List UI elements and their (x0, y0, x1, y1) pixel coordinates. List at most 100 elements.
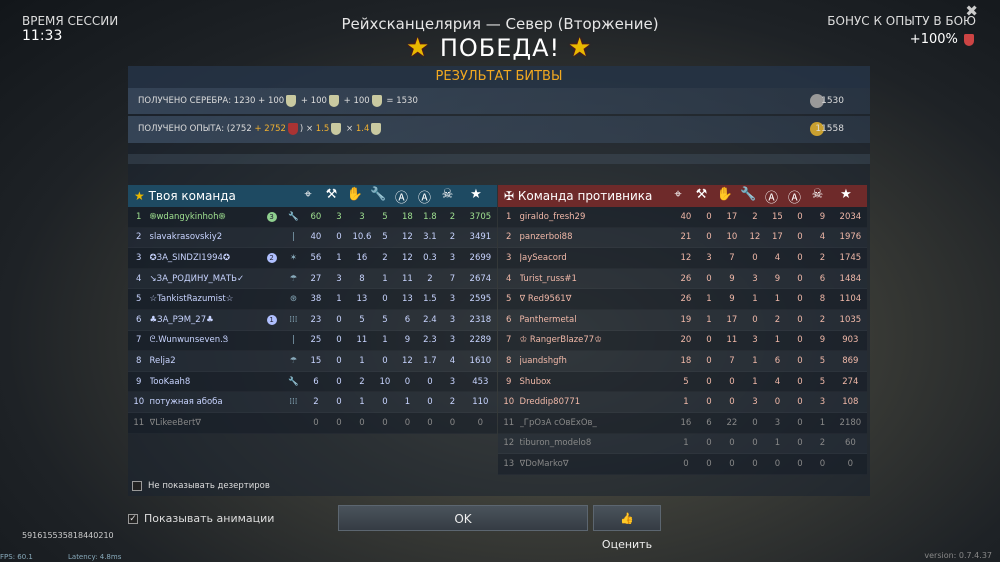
player-name[interactable]: juandshgfh (519, 355, 567, 366)
player-name[interactable]: ☆TankistRazumist☆ (149, 294, 234, 305)
player-name[interactable]: panzerboi88 (519, 232, 573, 243)
player-row[interactable]: 9 Shubox 5 0 0 1 4 0 5 274 (498, 371, 867, 393)
player-name[interactable]: ✪ЗА_SINDZI1994✪ (149, 252, 231, 263)
player-row[interactable]: 7 ᘓ.Wunwunseven.Ꮥ | 25 0 11 1 9 2.3 3 2289 (128, 330, 497, 352)
stat-star: 2318 (469, 314, 492, 325)
stat-hand: 11 (356, 335, 368, 346)
player-name[interactable]: giraldo_fresh29 (519, 211, 586, 222)
player-row[interactable]: 13 ∇DoMarko∇ 0 0 0 0 0 0 0 0 (498, 454, 867, 475)
player-name[interactable]: tiburon_modelo8 (519, 438, 592, 449)
stat-artillery: 0 (706, 232, 712, 243)
player-row[interactable]: 4 Turist_russ#1 26 0 9 3 9 0 6 1484 (498, 268, 867, 290)
player-row[interactable]: 7 ♔ RangerBlaze77♔ 20 0 11 3 1 0 9 903 (498, 330, 867, 352)
stat-wrench: 1 (752, 376, 758, 387)
stat-hand: 1 (359, 355, 365, 366)
player-name[interactable]: ↘ЗА_РОДИНУ_МАТЬ✓ (149, 273, 245, 284)
player-row[interactable]: 3 ✪ЗА_SINDZI1994✪ 2 ✶ 56 1 16 2 12 0.3 3 2699 (128, 248, 497, 269)
show-animations-checkbox[interactable]: ✓ Показывать анимации (128, 512, 275, 525)
session-time: ВРЕМЯ СЕССИИ 11:33 (22, 14, 119, 44)
player-row[interactable]: 5 ☆TankistRazumist☆ ⊛ 38 1 13 0 13 1.5 3 2595 (128, 289, 497, 310)
stat-artillery: 0 (336, 397, 342, 408)
star-icon: ★ (470, 186, 482, 202)
player-row[interactable]: 8 juandshgfh 18 0 7 1 6 0 5 869 (498, 351, 867, 372)
player-name[interactable]: ♔ RangerBlaze77♔ (519, 335, 602, 346)
rate-button[interactable]: 👍 Оценить (593, 505, 661, 551)
player-row[interactable]: 1 giraldo_fresh29 40 0 17 2 15 0 9 2034 (498, 207, 867, 228)
player-row[interactable]: 3 JaySeacord 12 3 7 0 4 0 2 1745 (498, 248, 867, 269)
stat-skull: 2 (449, 232, 456, 243)
player-row[interactable]: 12 tiburon_modelo8 1 0 0 0 1 0 2 60 (498, 433, 867, 455)
player-row[interactable]: 11 _ГрОзА сОвЕхОв_ 16 6 22 0 3 0 1 2180 (498, 412, 867, 434)
checkbox[interactable]: ✓ (128, 513, 138, 524)
stat-artillery: 0 (706, 458, 712, 469)
checkbox[interactable] (132, 481, 142, 491)
session-id: 591615535818440210 (22, 531, 114, 540)
stat-artillery: 3 (336, 273, 342, 284)
player-name[interactable]: TooKaah8 (149, 376, 191, 387)
stat-crosshair: 1 (683, 397, 689, 408)
player-row[interactable]: 4 ↘ЗА_РОДИНУ_МАТЬ✓ ☂ 27 3 8 1 11 2 7 2674 (128, 268, 497, 290)
player-name[interactable]: slavakrasovskiy2 (149, 232, 223, 243)
stat-artillery: 0 (706, 438, 712, 449)
stat-a-circle: 0 (797, 252, 803, 263)
shield-a-icon: Ⓐ (764, 190, 778, 206)
player-rank: 9 (136, 376, 142, 387)
stat-hand: 16 (356, 252, 368, 263)
player-name[interactable]: JaySeacord (519, 252, 567, 263)
stat-wrench: 1 (382, 273, 388, 284)
player-rank: 11 (133, 417, 145, 428)
player-row[interactable]: 6 Panthermetal 19 1 17 0 2 0 2 1035 (498, 309, 867, 331)
class-icon: | (291, 232, 295, 243)
enemy-team-table: ✠ Команда противника ⌖ ⚒ ✋ 🔧 Ⓐ Ⓐ ☠ ★ 1 giraldo_fr… (498, 185, 867, 475)
ok-button[interactable]: OK (338, 505, 588, 531)
player-row[interactable]: 2 slavakrasovskiy2 | 40 0 10.6 5 12 3.1 2 3491 (128, 227, 497, 249)
star-icon: ★ (134, 189, 145, 203)
player-name[interactable]: Panthermetal (519, 314, 577, 325)
player-name[interactable]: ♣ЗА_РЭМ_27♣ (149, 314, 214, 325)
squad-badge: 2 (266, 252, 277, 263)
stat-wrench: 0 (382, 294, 388, 305)
stat-a-circle: 1.8 (423, 211, 437, 222)
player-row[interactable]: 5 ∇ Red9561∇ 26 1 9 1 1 0 8 1104 (498, 289, 867, 310)
player-name[interactable]: Relja2 (149, 355, 176, 366)
player-name[interactable]: потужная абоба (149, 397, 223, 408)
player-name[interactable]: ∇DoMarko∇ (519, 458, 569, 469)
squad-badge: 1 (266, 314, 277, 325)
player-name[interactable]: ∇ Red9561∇ (519, 294, 572, 305)
a-circle-icon: Ⓐ (787, 190, 801, 206)
player-name[interactable]: _ГрОзА сОвЕхОв_ (519, 417, 597, 428)
player-row[interactable]: 9 TooKaah8 🔧 6 0 2 10 0 0 3 453 (128, 371, 497, 393)
result-header: РЕЗУЛЬТАТ БИТВЫ (128, 66, 870, 88)
stat-artillery: 0 (706, 211, 712, 222)
player-row[interactable]: 10 потужная абоба ⁞⁞⁞ 2 0 1 0 1 0 2 110 (128, 392, 497, 413)
player-name[interactable]: Dreddip80771 (519, 397, 581, 408)
stat-star: 2699 (469, 252, 492, 263)
close-button[interactable]: ✖ (965, 2, 978, 20)
stat-artillery: 0 (336, 335, 342, 346)
silver-row: ПОЛУЧЕНО СЕРЕБРА: 1230 + 100 + 100 + 100… (128, 88, 870, 114)
player-row[interactable]: 6 ♣ЗА_РЭМ_27♣ 1 ⁞⁞⁞ 23 0 5 5 6 2.4 3 2318 (128, 309, 497, 331)
player-name[interactable]: ᘓ.Wunwunseven.Ꮥ (149, 335, 229, 346)
player-rank: 6 (136, 314, 142, 325)
player-row[interactable]: 1 ֍wdangykinhoh֍ 3 🔧 60 3 3 5 18 1.8 2 3705 (128, 207, 497, 228)
stat-crosshair: 40 (310, 232, 322, 243)
player-row[interactable]: 10 Dreddip80771 1 0 0 3 0 0 3 108 (498, 392, 867, 413)
silver-icon (810, 94, 824, 108)
hide-deserters-checkbox[interactable]: Не показывать дезертиров (132, 481, 270, 491)
stat-star: 108 (842, 397, 859, 408)
player-rank: 8 (136, 355, 142, 366)
player-name[interactable]: Turist_russ#1 (519, 273, 577, 284)
class-icon: ⁞⁞⁞ (289, 397, 298, 408)
player-name[interactable]: ֍wdangykinhoh֍ (149, 212, 226, 223)
player-row[interactable]: 11 ∇LikeeBert∇ 0 0 0 0 0 0 0 0 (128, 412, 497, 434)
stat-shield-a: 1 (774, 294, 781, 305)
star-icon: ★ (840, 186, 852, 202)
player-name[interactable]: Shubox (519, 376, 552, 387)
stat-wrench: 0 (752, 314, 758, 325)
player-row[interactable]: 2 panzerboi88 21 0 10 12 17 0 4 1976 (498, 227, 867, 249)
stat-star: 1976 (839, 232, 862, 243)
player-name[interactable]: ∇LikeeBert∇ (149, 417, 201, 428)
player-row[interactable]: 8 Relja2 ☂ 15 0 1 0 12 1.7 4 1610 (128, 351, 497, 372)
stat-star: 1745 (839, 252, 862, 263)
medal-icon (286, 94, 297, 107)
